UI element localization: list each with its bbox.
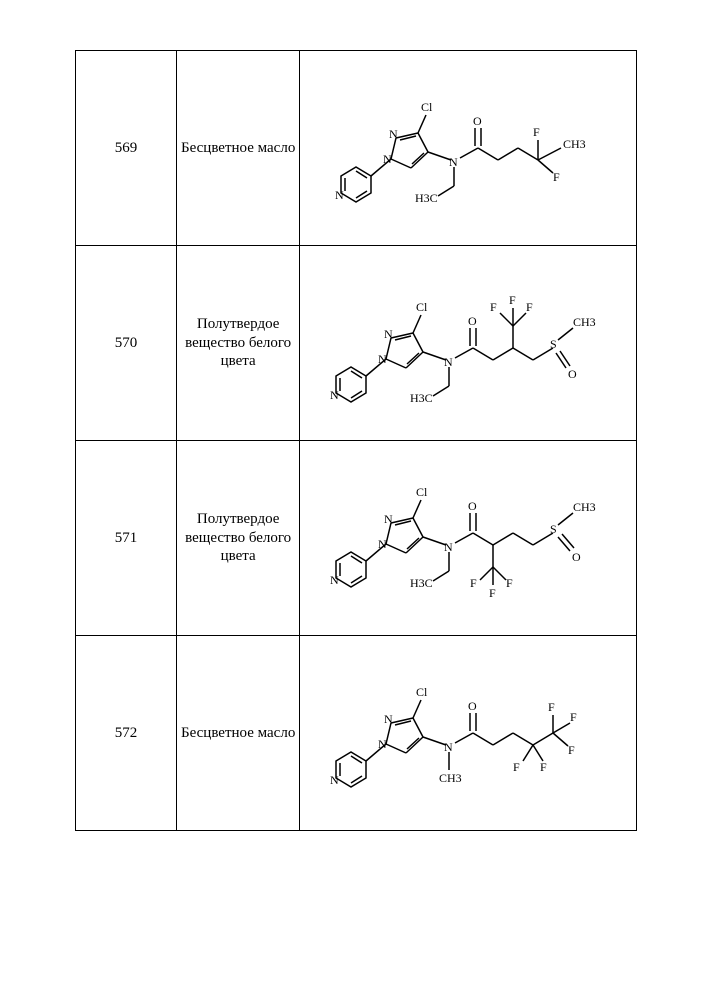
svg-text:N: N: [384, 512, 393, 526]
table-row: 569 Бесцветное масло N: [76, 51, 637, 246]
svg-text:N: N: [330, 573, 339, 587]
svg-text:Cl: Cl: [416, 485, 428, 499]
svg-text:N: N: [383, 152, 392, 166]
svg-text:N: N: [335, 188, 344, 202]
compound-id: 569: [76, 51, 177, 246]
compound-id: 572: [76, 636, 177, 831]
svg-text:H3C: H3C: [410, 576, 433, 590]
svg-text:O: O: [468, 499, 477, 513]
table-row: 570 Полутвердое вещество белого цвета N: [76, 246, 637, 441]
svg-text:F: F: [533, 125, 540, 139]
svg-text:Cl: Cl: [416, 685, 428, 699]
svg-text:O: O: [568, 367, 577, 381]
svg-text:F: F: [548, 700, 555, 714]
svg-text:F: F: [489, 586, 496, 600]
svg-text:F: F: [570, 710, 577, 724]
svg-text:O: O: [473, 114, 482, 128]
svg-text:F: F: [506, 576, 513, 590]
svg-text:N: N: [444, 355, 453, 369]
svg-text:F: F: [513, 760, 520, 774]
svg-text:F: F: [509, 293, 516, 307]
svg-text:N: N: [330, 773, 339, 787]
svg-text:CH3: CH3: [439, 771, 462, 785]
svg-text:H3C: H3C: [410, 391, 433, 405]
compound-id: 571: [76, 441, 177, 636]
svg-text:O: O: [468, 314, 477, 328]
svg-text:N: N: [384, 712, 393, 726]
svg-text:N: N: [378, 737, 387, 751]
svg-text:N: N: [444, 540, 453, 554]
svg-text:CH3: CH3: [563, 137, 586, 151]
compound-description: Бесцветное масло: [176, 51, 299, 246]
table-row: 571 Полутвердое вещество белого цвета N: [76, 441, 637, 636]
compound-id: 570: [76, 246, 177, 441]
compound-structure: N N N Cl N: [300, 636, 637, 831]
svg-text:F: F: [553, 170, 560, 184]
compound-table: 569 Бесцветное масло N: [75, 50, 637, 831]
svg-text:CH3: CH3: [573, 315, 596, 329]
compound-description: Бесцветное масло: [176, 636, 299, 831]
svg-text:S: S: [550, 522, 557, 536]
svg-text:H3C: H3C: [415, 191, 438, 205]
svg-text:N: N: [449, 155, 458, 169]
svg-text:N: N: [378, 537, 387, 551]
svg-text:O: O: [468, 699, 477, 713]
compound-structure: N N N Cl: [300, 51, 637, 246]
svg-text:CH3: CH3: [573, 500, 596, 514]
svg-text:N: N: [330, 388, 339, 402]
svg-text:F: F: [526, 300, 533, 314]
svg-text:Cl: Cl: [416, 300, 428, 314]
svg-text:N: N: [378, 352, 387, 366]
svg-text:N: N: [384, 327, 393, 341]
svg-text:F: F: [540, 760, 547, 774]
svg-text:F: F: [490, 300, 497, 314]
compound-structure: N N N Cl N: [300, 246, 637, 441]
svg-text:F: F: [568, 743, 575, 757]
svg-text:F: F: [470, 576, 477, 590]
svg-text:Cl: Cl: [421, 100, 433, 114]
svg-text:S: S: [550, 337, 557, 351]
svg-text:N: N: [389, 127, 398, 141]
table-row: 572 Бесцветное масло N: [76, 636, 637, 831]
svg-text:N: N: [444, 740, 453, 754]
svg-text:O: O: [572, 550, 581, 564]
compound-description: Полутвердое вещество белого цвета: [176, 441, 299, 636]
compound-structure: N N N Cl N: [300, 441, 637, 636]
compound-description: Полутвердое вещество белого цвета: [176, 246, 299, 441]
